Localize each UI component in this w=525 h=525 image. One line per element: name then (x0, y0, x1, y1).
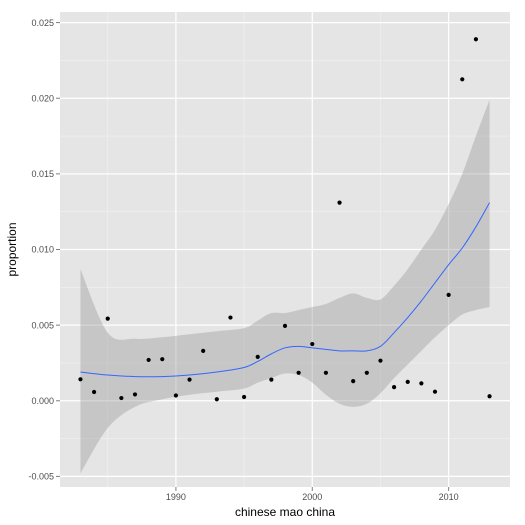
data-point (173, 393, 179, 398)
data-point (460, 77, 465, 82)
data-point (337, 200, 342, 205)
data-point (91, 389, 97, 395)
confidence-band (80, 99, 490, 474)
x-tick-label: 2000 (302, 492, 322, 502)
x-tick-label: 1990 (166, 492, 186, 502)
data-point (255, 354, 260, 360)
y-axis-title: proportion (5, 222, 19, 276)
data-point (214, 397, 219, 402)
data-point (228, 315, 233, 320)
data-point (282, 323, 288, 328)
smoothing-line (80, 202, 490, 378)
x-axis-ticks: 1990 2000 2010 (166, 487, 459, 502)
data-point (187, 377, 192, 382)
data-point (296, 370, 301, 375)
data-point (473, 37, 479, 42)
data-point (446, 292, 451, 297)
y-axis-ticks: -0.005 0.000 0.005 0.010 0.015 0.020 0.025 (28, 18, 60, 482)
data-point (132, 392, 138, 397)
x-tick-label: 2010 (439, 492, 459, 502)
y-tick-label: 0.000 (31, 396, 54, 406)
y-tick-label: 0.005 (31, 320, 54, 330)
data-point (241, 394, 247, 400)
data-point (201, 348, 206, 353)
data-point (487, 394, 492, 399)
data-point (78, 377, 83, 382)
data-point (105, 316, 110, 321)
data-point (432, 389, 438, 394)
data-point (119, 395, 124, 401)
data-point (146, 357, 151, 363)
data-points (78, 37, 492, 402)
data-point (351, 379, 356, 384)
y-tick-label: -0.005 (28, 472, 54, 482)
data-point (405, 379, 410, 384)
data-point (378, 358, 383, 363)
data-point (310, 341, 315, 347)
y-tick-label: 0.025 (31, 18, 54, 28)
data-point (391, 385, 397, 390)
x-axis-title: chinese mao china (235, 505, 335, 519)
data-point (419, 381, 424, 386)
data-point (323, 370, 329, 375)
data-point (269, 377, 274, 382)
data-point (364, 370, 369, 375)
y-tick-label: 0.020 (31, 93, 54, 103)
y-tick-label: 0.015 (31, 169, 54, 179)
y-tick-label: 0.010 (31, 245, 54, 255)
data-point (160, 357, 165, 362)
